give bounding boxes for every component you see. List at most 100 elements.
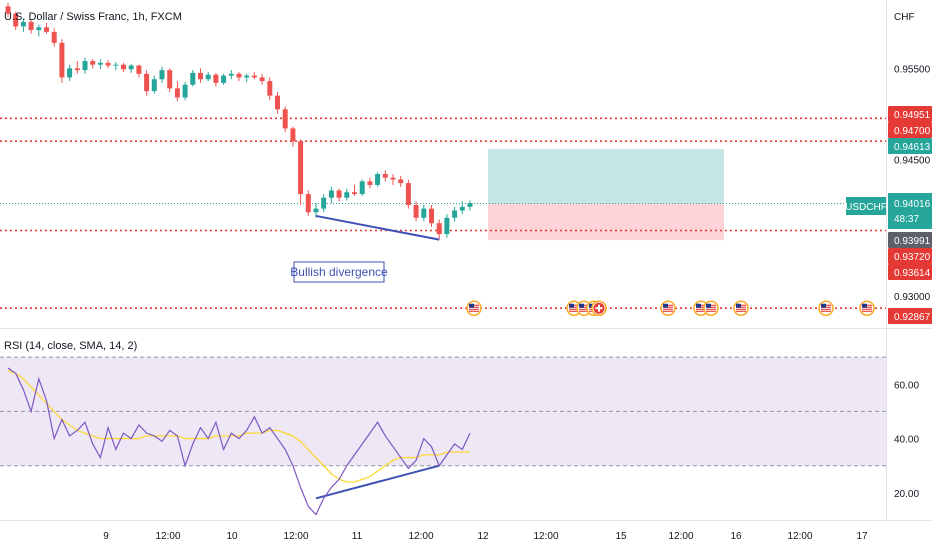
- candle: [151, 75, 157, 94]
- candle: [452, 206, 458, 222]
- divergence-line-rsi[interactable]: [315, 464, 440, 500]
- price-tags: 0.94951 0.94700 0.94613 0.93991 0.93720 0.936…: [888, 106, 932, 324]
- candle: [429, 205, 434, 227]
- candle: [228, 70, 234, 80]
- current-symbol: USDCHF: [845, 202, 887, 213]
- us-flag-icon[interactable]: [818, 300, 834, 316]
- candle: [336, 188, 342, 202]
- candle: [328, 186, 334, 204]
- time-tick-label: 12:00: [155, 531, 180, 542]
- us-flag-icon[interactable]: [733, 300, 749, 316]
- candle: [444, 214, 450, 238]
- time-axis[interactable]: 9 12:00 10 12:00 11 12:00 12 12:00 15 12:00 16 12:0…: [103, 531, 868, 542]
- candle: [267, 77, 273, 101]
- rsi-title: RSI (14, close, SMA, 14, 2): [4, 340, 137, 352]
- symbol-title: U.S. Dollar / Swiss Franc, 1h, FXCM: [4, 11, 182, 23]
- price-tick-label: 0.93000: [894, 292, 931, 303]
- candle: [167, 68, 173, 93]
- time-tick-label: 12: [477, 531, 489, 542]
- candle: [321, 194, 327, 213]
- candle: [290, 126, 296, 147]
- candle: [275, 92, 280, 114]
- candle: [67, 64, 73, 82]
- candle: [82, 57, 88, 74]
- candle: [51, 28, 57, 47]
- divergence-line-price[interactable]: [315, 214, 440, 241]
- price-axis[interactable]: 0.95500 0.94500 0.93000: [894, 64, 931, 303]
- rsi-axis[interactable]: 60.00 40.00 20.00: [894, 380, 919, 500]
- svg-text:0.94613: 0.94613: [894, 142, 931, 153]
- price-tag: 0.94700: [888, 122, 932, 138]
- us-flag-icon[interactable]: [660, 300, 676, 316]
- svg-text:0.93991: 0.93991: [894, 236, 931, 247]
- candle: [90, 59, 96, 69]
- loss-zone[interactable]: [488, 203, 724, 241]
- price-tick-label: 0.94500: [894, 155, 931, 166]
- time-tick-label: 9: [103, 531, 109, 542]
- svg-text:0.94951: 0.94951: [894, 110, 931, 121]
- candle: [182, 82, 188, 101]
- economic-events[interactable]: [466, 300, 875, 316]
- candle: [421, 205, 427, 222]
- us-flag-icon[interactable]: [466, 300, 482, 316]
- divergence-label[interactable]: Bullish divergence: [290, 261, 388, 283]
- candle: [213, 72, 219, 87]
- candle: [298, 139, 304, 205]
- candle: [459, 201, 465, 215]
- svg-text:0.94700: 0.94700: [894, 126, 931, 137]
- candle: [113, 61, 119, 71]
- candle: [205, 71, 211, 82]
- candles: [5, 2, 473, 240]
- price-tick-label: 0.95500: [894, 64, 931, 75]
- candle: [436, 219, 442, 240]
- rsi-tick-label: 40.00: [894, 435, 919, 446]
- time-tick-label: 12:00: [283, 531, 308, 542]
- candle: [359, 179, 365, 196]
- candle: [390, 174, 396, 185]
- rsi-levels: [0, 356, 886, 467]
- us-flag-icon[interactable]: [859, 300, 875, 316]
- candle: [251, 71, 257, 80]
- candle: [375, 172, 381, 187]
- candle: [313, 203, 319, 218]
- time-tick-label: 10: [226, 531, 238, 542]
- candle: [405, 179, 411, 209]
- rsi-ma-line: [7, 370, 470, 483]
- candle: [352, 184, 357, 196]
- svg-text:0.92867: 0.92867: [894, 312, 931, 323]
- candle: [159, 66, 165, 83]
- profit-zone[interactable]: [488, 149, 724, 204]
- candle: [105, 60, 111, 69]
- candle: [74, 61, 80, 74]
- candle: [128, 63, 134, 73]
- current-price-tag: USDCHF 0.94016 48:37: [845, 193, 932, 229]
- svg-text:0.93720: 0.93720: [894, 252, 931, 263]
- candle: [305, 190, 311, 216]
- time-tick-label: 11: [352, 531, 363, 542]
- rsi-line: [7, 367, 471, 516]
- candle: [198, 68, 203, 83]
- time-tick-label: 17: [856, 531, 868, 542]
- time-tick-label: 12:00: [787, 531, 812, 542]
- us-flag-icon[interactable]: [703, 300, 719, 316]
- candle: [20, 18, 26, 32]
- time-tick-label: 16: [730, 531, 742, 542]
- candle: [136, 64, 142, 78]
- price-tag: 0.93614: [888, 264, 932, 280]
- candle: [221, 73, 227, 85]
- candle: [259, 73, 265, 85]
- time-tick-label: 12:00: [668, 531, 693, 542]
- time-tick-label: 15: [615, 531, 627, 542]
- candle: [121, 62, 126, 72]
- rsi-tick-label: 20.00: [894, 489, 919, 500]
- price-tag: 0.94613: [888, 138, 932, 154]
- svg-text:0.93614: 0.93614: [894, 268, 931, 279]
- swiss-flag-icon[interactable]: [591, 300, 607, 316]
- candle: [59, 39, 65, 83]
- candle: [382, 170, 388, 182]
- divergence-label-text: Bullish divergence: [290, 265, 388, 279]
- price-pane[interactable]: [0, 0, 886, 328]
- candle: [236, 71, 242, 82]
